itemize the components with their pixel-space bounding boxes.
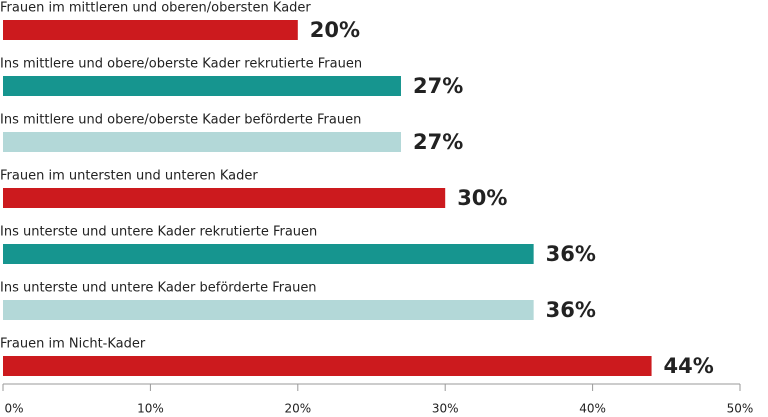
category-label: Ins mittlere und obere/oberste Kader bef… (0, 113, 361, 128)
x-tick-label: 0% (4, 402, 23, 416)
value-label: 36% (546, 242, 596, 266)
x-tick-label: 50% (727, 402, 754, 416)
category-label: Ins mittlere und obere/oberste Kader rek… (0, 57, 362, 72)
category-label: Frauen im mittleren und oberen/obersten … (0, 1, 311, 16)
x-tick-label: 40% (579, 402, 606, 416)
bar (3, 132, 401, 152)
x-tick-label: 10% (137, 402, 164, 416)
bar (3, 76, 401, 96)
value-label: 36% (546, 298, 596, 322)
value-label: 20% (310, 18, 360, 42)
bar (3, 244, 534, 264)
category-label: Frauen im Nicht-Kader (0, 337, 146, 352)
bar (3, 188, 446, 208)
value-label: 44% (664, 354, 714, 378)
value-label: 27% (413, 74, 463, 98)
category-label: Frauen im untersten und unteren Kader (0, 169, 258, 184)
x-tick-label: 30% (432, 402, 459, 416)
value-label: 30% (457, 186, 507, 210)
value-label: 27% (413, 130, 463, 154)
bar (3, 300, 534, 320)
x-tick-label: 20% (284, 402, 311, 416)
bar (3, 356, 652, 376)
category-label: Ins unterste und untere Kader beförderte… (0, 281, 317, 296)
category-label: Ins unterste und untere Kader rekrutiert… (0, 225, 317, 240)
bar (3, 20, 298, 40)
